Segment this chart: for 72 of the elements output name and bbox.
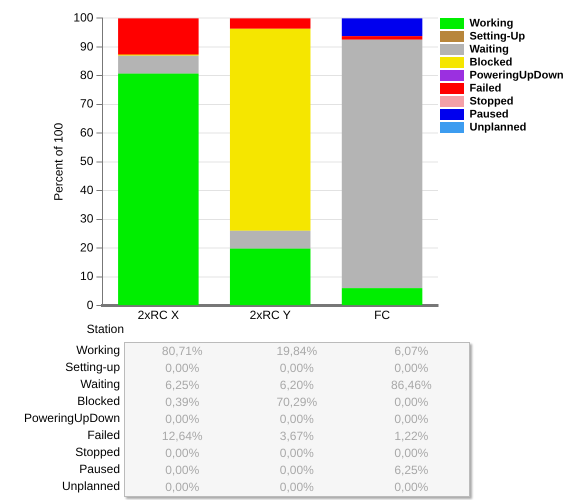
data-label: 86,46%: [390, 377, 433, 394]
y-axis-title: Percent of 100: [52, 122, 66, 201]
data-label: 0,00%: [164, 411, 200, 428]
legend-label: Waiting: [470, 44, 509, 56]
bar: [342, 36, 422, 40]
y-tick-label: 40: [80, 182, 94, 197]
bar: [342, 18, 422, 36]
data-label: 0,00%: [164, 479, 200, 496]
y-tick-label: 100: [73, 10, 94, 25]
legend-label: Working: [470, 18, 514, 30]
data-label: 19,84%: [275, 343, 318, 360]
legend-label: Paused: [470, 108, 509, 121]
bar: [118, 56, 199, 74]
data-label: 0,39%: [164, 394, 200, 411]
legend-label: Blocked: [470, 56, 512, 69]
bar: [230, 18, 310, 29]
bar: [118, 18, 199, 55]
y-tick-label: 20: [80, 240, 94, 254]
data-label: 6,07%: [393, 343, 430, 360]
x-tick-label: FC: [374, 308, 390, 322]
x-axis-title: Station: [86, 322, 124, 336]
bar: [118, 74, 199, 306]
y-tick-label: 80: [80, 68, 94, 82]
text: Blocked: [76, 393, 120, 410]
legend-label: Unplanned: [470, 122, 526, 134]
y-tick-label: 90: [80, 39, 94, 54]
text: Working: [75, 342, 120, 359]
x-tick-label: 2xRC X: [138, 308, 180, 322]
y-tick-label: 70: [80, 96, 94, 111]
text: Paused: [78, 461, 120, 478]
legend-label: Stopped: [470, 96, 514, 108]
data-label: 70,29%: [275, 394, 318, 411]
legend-label: Setting-Up: [470, 30, 526, 43]
bar: [342, 288, 422, 306]
bar: [230, 28, 310, 231]
y-tick-label: 50: [80, 154, 94, 168]
data-label: 80,71%: [160, 343, 204, 360]
data-label: 0,00%: [393, 394, 430, 411]
data-label: 0,00%: [164, 462, 200, 479]
data-label: 0,00%: [393, 360, 430, 377]
y-tick-label: 10: [80, 269, 94, 284]
data-label: 0,00%: [164, 360, 200, 377]
text: PoweringUpDown: [22, 410, 120, 427]
data-label: 0,00%: [393, 411, 430, 428]
data-label: 0,00%: [278, 479, 315, 496]
data-label: 0,00%: [393, 445, 430, 462]
data-label: 0,00%: [278, 445, 315, 462]
data-label: 0,00%: [278, 462, 315, 479]
y-tick-label: 30: [80, 212, 94, 226]
y-tick-label: 0: [86, 298, 94, 312]
data-label: 6,25%: [164, 377, 200, 394]
text: Waiting: [79, 376, 120, 393]
data-label: 12,64%: [160, 428, 204, 445]
bar: [230, 230, 310, 249]
data-label: 0,00%: [278, 411, 315, 428]
bar: [230, 248, 310, 306]
data-label: 3,67%: [278, 428, 315, 445]
text: Unplanned: [60, 478, 120, 495]
legend-label: Failed: [470, 82, 502, 95]
text: Failed: [86, 427, 120, 444]
text: Setting-up: [64, 359, 120, 376]
data-label: 6,25%: [393, 462, 430, 479]
legend-label: PoweringUpDown: [470, 70, 564, 82]
bar: [342, 40, 422, 288]
x-tick-label: 2xRC Y: [250, 308, 291, 322]
data-label: 6,20%: [278, 377, 315, 394]
text: Stopped: [74, 444, 120, 461]
data-label: 1,22%: [393, 428, 430, 445]
data-label: 0,00%: [164, 445, 200, 462]
data-label: 0,00%: [393, 479, 430, 496]
data-label: 0,00%: [278, 360, 315, 377]
y-tick-label: 60: [80, 125, 94, 140]
